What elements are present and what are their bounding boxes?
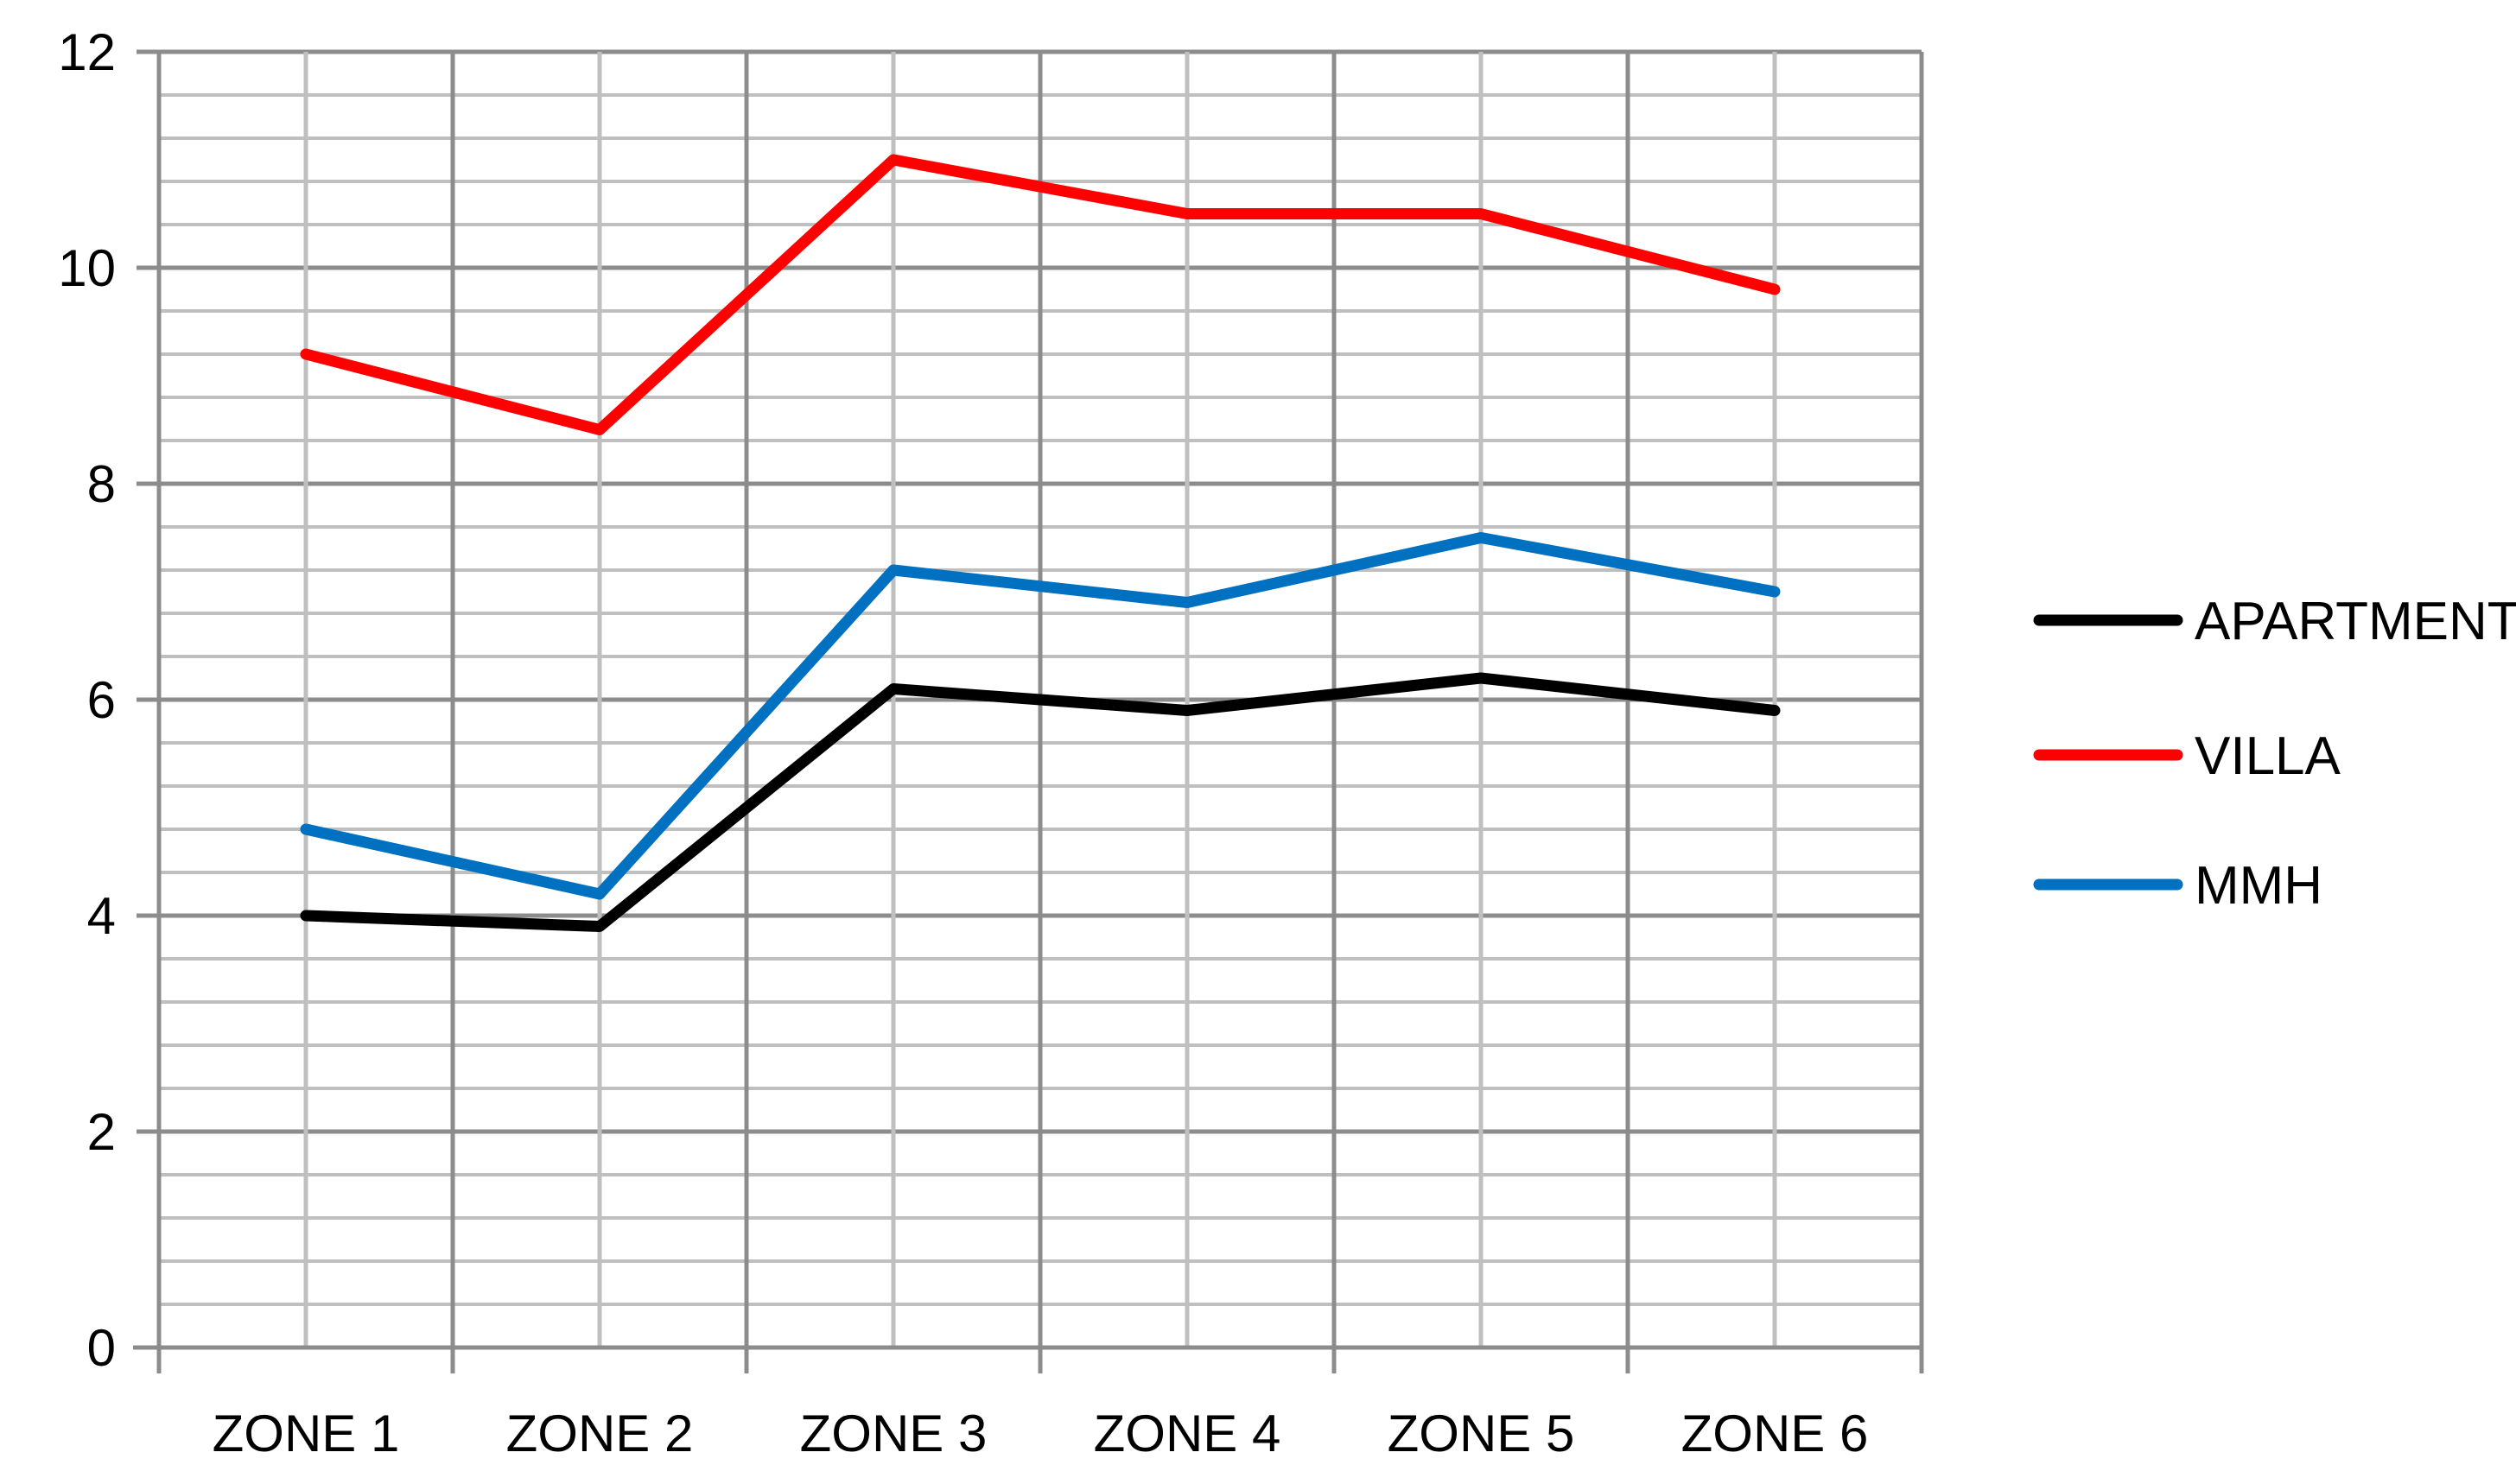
chart-series [300, 154, 1781, 932]
data-point [597, 427, 602, 433]
chart-grid [159, 49, 1924, 1373]
data-point [303, 827, 308, 832]
data-point [1772, 287, 1777, 292]
data-point [891, 157, 896, 162]
y-tick-label: 12 [58, 23, 116, 81]
y-tick-label: 4 [87, 887, 116, 945]
y-tick-label: 2 [87, 1103, 116, 1161]
data-point [1772, 707, 1777, 713]
chart-axes [133, 49, 1922, 1373]
data-point [597, 923, 602, 929]
data-point [303, 352, 308, 357]
data-point [1478, 535, 1484, 541]
data-point [1185, 707, 1190, 713]
data-point [1478, 211, 1484, 217]
data-point [1478, 675, 1484, 681]
data-point [1185, 599, 1190, 606]
data-point [303, 913, 308, 918]
y-tick-label: 8 [87, 455, 116, 513]
chart-legend: APARTMENT VILLA MMH [2033, 592, 2516, 916]
x-tick-label: ZONE 1 [213, 1405, 400, 1462]
y-tick-label: 0 [87, 1319, 116, 1377]
x-tick-label: ZONE 3 [800, 1405, 988, 1462]
legend-label: APARTMENT [2195, 592, 2516, 651]
legend-label: MMH [2195, 856, 2322, 916]
legend-label: VILLA [2195, 726, 2341, 786]
y-tick-label: 10 [58, 239, 116, 297]
x-tick-label: ZONE 2 [506, 1405, 694, 1462]
data-point [891, 686, 896, 692]
x-tick-label: ZONE 6 [1681, 1405, 1869, 1462]
y-tick-label: 6 [87, 671, 116, 729]
data-point [597, 891, 602, 897]
series-line-apartment [300, 672, 1781, 932]
data-point [1772, 589, 1777, 594]
data-point [891, 568, 896, 573]
x-axis-tick-labels: ZONE 1 ZONE 2 ZONE 3 ZONE 4 ZONE 5 ZONE 6 [213, 1405, 1869, 1462]
series-line-villa [300, 154, 1781, 435]
series-line-mmh [300, 532, 1781, 900]
data-point [1185, 211, 1190, 217]
y-axis-tick-labels: 0 2 4 6 8 10 12 [58, 23, 116, 1377]
x-tick-label: ZONE 5 [1388, 1405, 1575, 1462]
x-tick-label: ZONE 4 [1094, 1405, 1281, 1462]
